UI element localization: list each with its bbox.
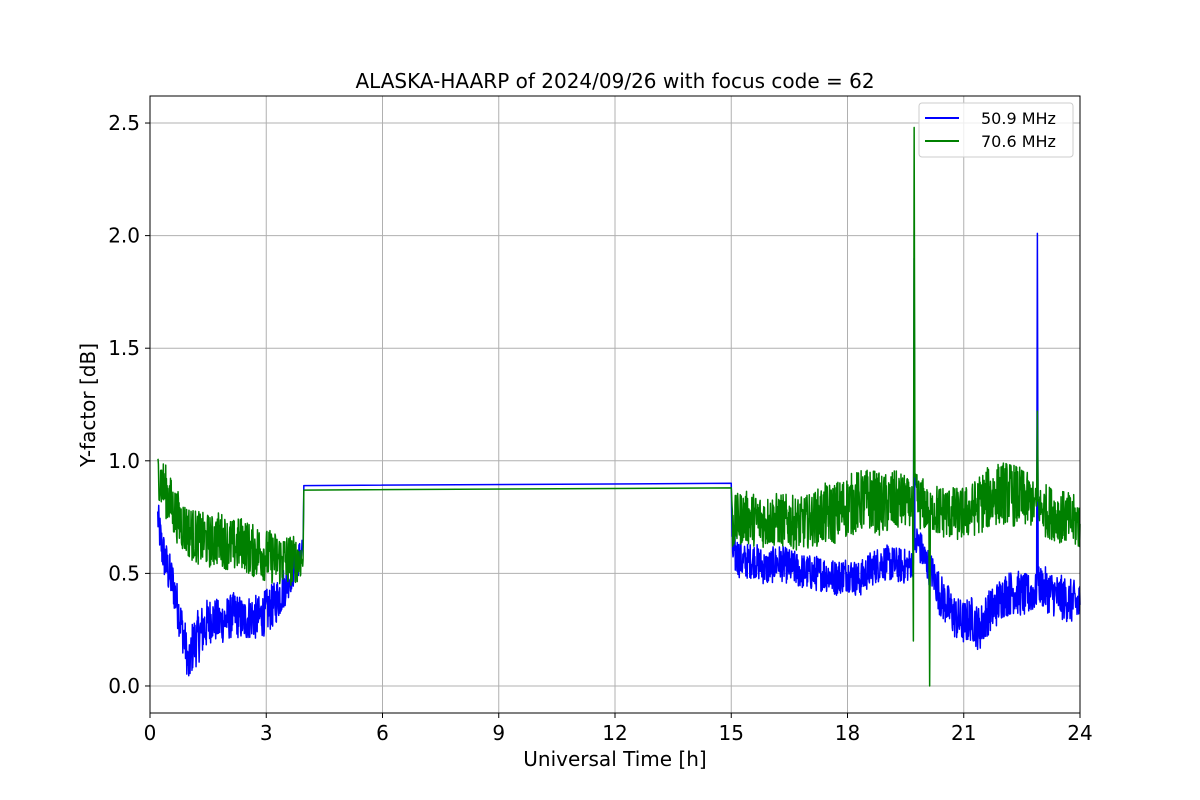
series-line-1 (157, 232, 1081, 677)
y-tick-label: 1.0 (108, 449, 140, 473)
x-axis-label: Universal Time [h] (523, 747, 706, 771)
legend-label: 50.9 MHz (981, 109, 1056, 128)
plot-series (157, 126, 1081, 687)
y-tick-label: 1.5 (108, 336, 140, 360)
legend-box (918, 102, 1074, 158)
x-tick-label: 6 (376, 721, 389, 745)
chart-title: ALASKA-HAARP of 2024/09/26 with focus co… (355, 69, 874, 93)
y-axis-label: Y-factor [dB] (76, 343, 100, 468)
x-tick-label: 18 (835, 721, 860, 745)
grid (149, 96, 1081, 713)
x-tick-label: 0 (144, 721, 157, 745)
x-tick-label: 21 (951, 721, 976, 745)
x-tick-label: 12 (602, 721, 627, 745)
y-tick-label: 2.0 (108, 224, 140, 248)
x-tick-label: 3 (260, 721, 273, 745)
series-line-2 (157, 126, 1081, 687)
legend-label: 70.6 MHz (981, 132, 1056, 151)
x-tick-label: 24 (1067, 721, 1092, 745)
legend: 50.9 MHz 70.6 MHz (918, 102, 1074, 158)
x-tick-label: 15 (719, 721, 744, 745)
y-tick-label: 0.5 (108, 561, 140, 585)
y-tick-label: 2.5 (108, 111, 140, 135)
y-tick-label: 0.0 (108, 674, 140, 698)
axis-ticks: 0 3 6 9 12 15 18 21 24 0.0 0.5 1.0 1.5 2.0 2.5 (108, 111, 1093, 745)
x-tick-label: 9 (492, 721, 505, 745)
